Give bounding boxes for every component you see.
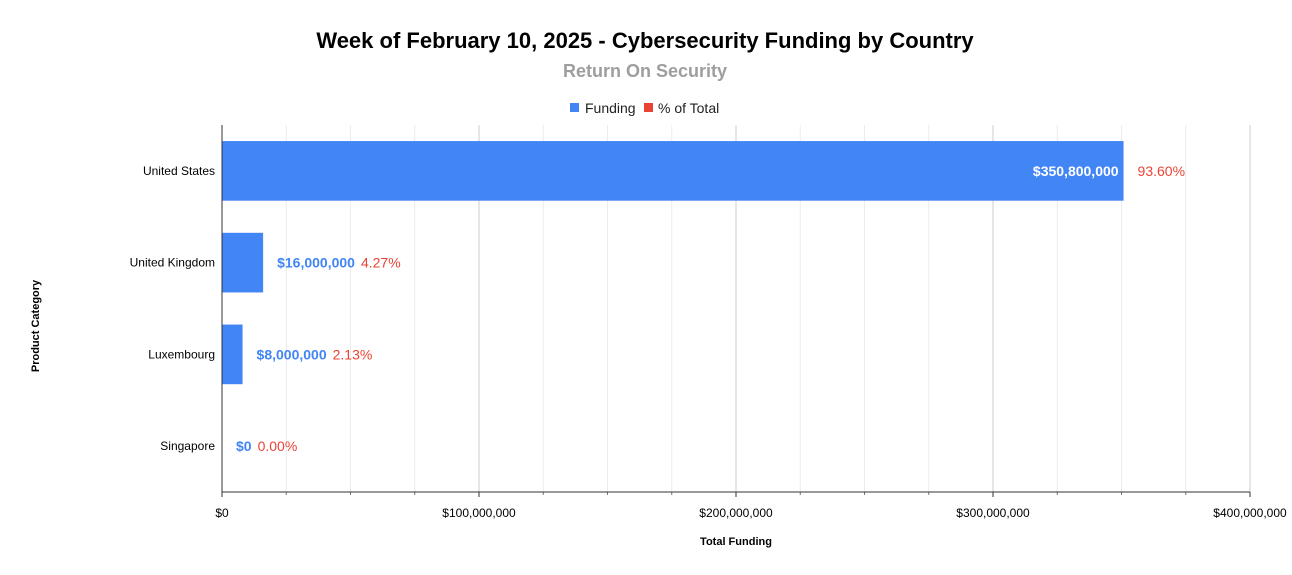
funding-label-united-kingdom: $16,000,000: [277, 255, 355, 271]
category-label-united-states: United States: [143, 164, 215, 178]
funding-label-united-states: $350,800,000: [1033, 163, 1119, 179]
x-tick-label: $200,000,000: [699, 506, 773, 520]
category-label-luxembourg: Luxembourg: [148, 347, 215, 361]
bar-united-states: [222, 141, 1124, 201]
legend-swatch-funding: [570, 103, 579, 112]
percent-label-luxembourg: 2.13%: [333, 346, 373, 362]
x-tick-label: $0: [215, 506, 229, 520]
funding-label-luxembourg: $8,000,000: [257, 346, 327, 362]
percent-label-united-states: 93.60%: [1138, 163, 1185, 179]
category-label-singapore: Singapore: [160, 439, 215, 453]
x-tick-labels: $0 $100,000,000 $200,000,000 $300,000,000 $4…: [215, 506, 1287, 520]
value-labels: $350,800,000 93.60% $16,000,000 4.27% $8,000…: [236, 163, 1185, 454]
chart-subtitle: Return On Security: [563, 61, 727, 81]
chart-title: Week of February 10, 2025 - Cybersecurit…: [316, 28, 974, 53]
x-tick-label: $400,000,000: [1213, 506, 1287, 520]
y-axis-title: Product Category: [30, 279, 42, 372]
funding-label-singapore: $0: [236, 438, 252, 454]
bars: [222, 141, 1124, 385]
percent-label-united-kingdom: 4.27%: [361, 255, 401, 271]
category-label-united-kingdom: United Kingdom: [130, 256, 215, 270]
x-axis-title: Total Funding: [700, 536, 772, 548]
legend: Funding % of Total: [570, 100, 719, 116]
x-tick-label: $100,000,000: [442, 506, 516, 520]
x-tick-label: $300,000,000: [956, 506, 1030, 520]
legend-label-percent: % of Total: [658, 100, 719, 116]
legend-label-funding: Funding: [585, 100, 636, 116]
percent-label-singapore: 0.00%: [258, 438, 298, 454]
bar-united-kingdom: [222, 232, 264, 293]
legend-swatch-percent: [644, 103, 653, 112]
bar-luxembourg: [222, 324, 243, 385]
category-labels: United States United Kingdom Luxembourg Sin…: [130, 164, 216, 453]
